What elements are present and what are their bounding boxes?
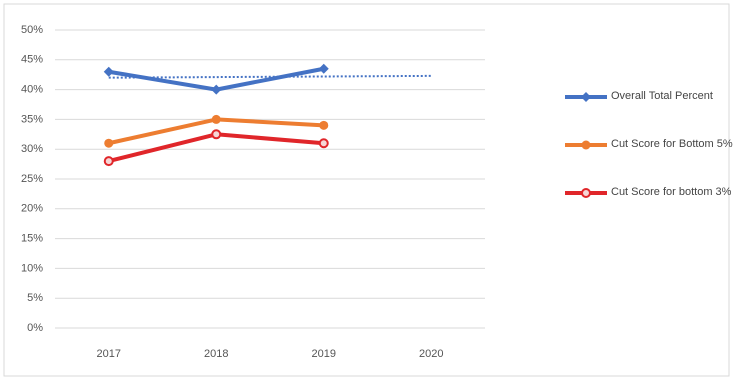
point — [211, 114, 221, 124]
point — [581, 188, 591, 198]
x-tick-label: 2020 — [419, 348, 443, 360]
y-tick-label: 30% — [21, 143, 43, 155]
point — [581, 92, 591, 102]
legend-label: Overall Total Percent — [611, 90, 713, 102]
x-tick-label: 2019 — [312, 348, 336, 360]
x-tick-label: 2018 — [204, 348, 228, 360]
y-tick-label: 5% — [27, 292, 43, 304]
series-line — [108, 74, 432, 79]
y-tick-label: 20% — [21, 203, 43, 215]
y-tick-label: 10% — [21, 262, 43, 274]
point — [211, 129, 222, 140]
y-tick-label: 35% — [21, 113, 43, 125]
y-tick-label: 15% — [21, 233, 43, 245]
y-tick-label: 0% — [27, 322, 43, 334]
point — [318, 138, 329, 149]
point — [103, 156, 114, 167]
chart-border — [3, 3, 730, 377]
point — [319, 120, 329, 130]
point — [103, 66, 114, 77]
point — [104, 138, 114, 148]
y-tick-label: 50% — [21, 24, 43, 36]
y-tick-label: 40% — [21, 84, 43, 96]
legend-label: Cut Score for bottom 3% — [611, 186, 732, 198]
point — [581, 140, 591, 150]
legend-label: Cut Score for Bottom 5% — [611, 138, 733, 150]
point — [318, 63, 329, 74]
point — [211, 84, 222, 95]
y-tick-label: 25% — [21, 173, 43, 185]
x-tick-label: 2017 — [97, 348, 121, 360]
y-tick-label: 45% — [21, 54, 43, 66]
